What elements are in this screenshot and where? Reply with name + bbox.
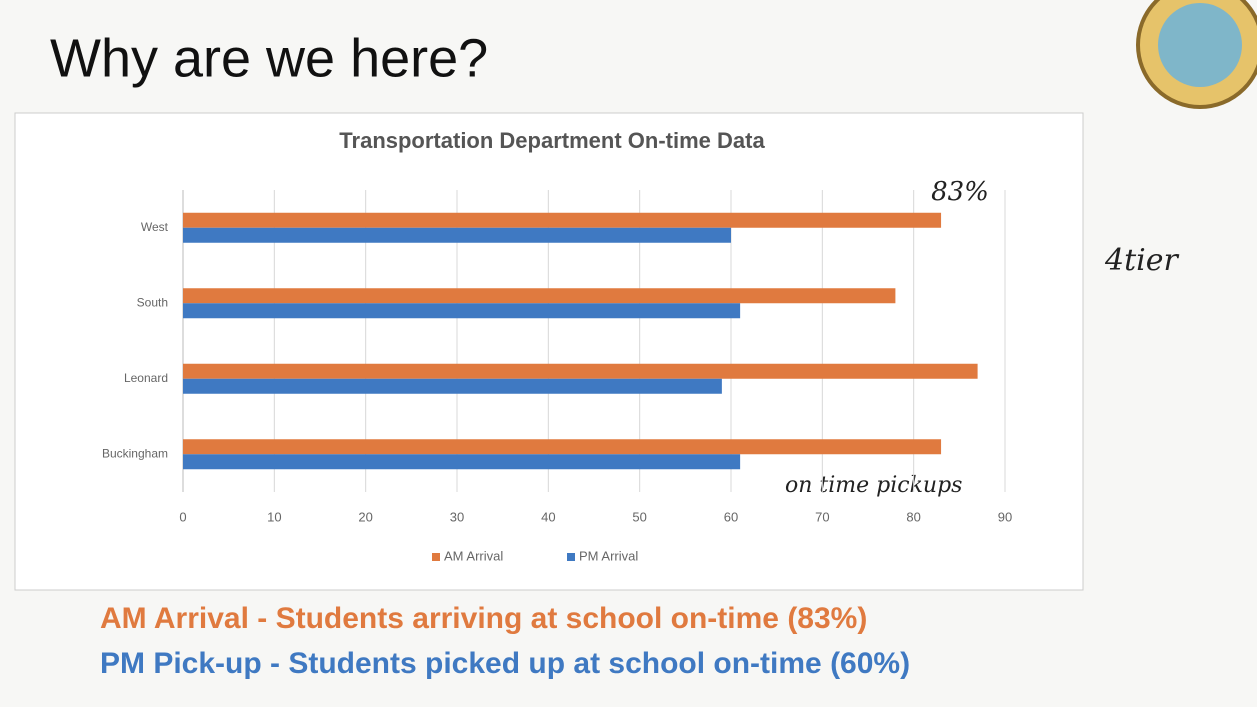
y-tick-label: South (137, 295, 168, 309)
legend-label: PM Arrival (579, 548, 638, 563)
x-tick-label: 80 (906, 509, 920, 524)
slide: Why are we here? Transportation Departme… (0, 0, 1257, 707)
x-tick-label: 30 (450, 509, 464, 524)
x-tick-label: 90 (998, 509, 1012, 524)
bar (183, 364, 978, 379)
note: AM Arrival - Students arriving at school… (100, 602, 867, 635)
y-tick-label: West (141, 220, 169, 234)
x-tick-label: 20 (358, 509, 372, 524)
x-tick-label: 40 (541, 509, 555, 524)
x-tick-label: 0 (179, 509, 186, 524)
x-tick-label: 60 (724, 509, 738, 524)
bar (183, 454, 740, 469)
bar (183, 303, 740, 318)
bar (183, 379, 722, 394)
seal-inner (1158, 3, 1242, 87)
bar (183, 213, 941, 228)
annotation: 4tier (1104, 243, 1179, 278)
annotation: on time pickups (785, 473, 962, 498)
bar (183, 228, 731, 243)
bar (183, 288, 895, 303)
legend-swatch (432, 553, 440, 561)
annotation: 83% (931, 177, 989, 207)
chart-title: Transportation Department On-time Data (339, 128, 765, 153)
legend-label: AM Arrival (444, 548, 503, 563)
y-tick-label: Leonard (124, 371, 168, 385)
x-tick-label: 50 (632, 509, 646, 524)
y-tick-label: Buckingham (102, 446, 168, 460)
x-tick-label: 70 (815, 509, 829, 524)
legend-swatch (567, 553, 575, 561)
note: PM Pick-up - Students picked up at schoo… (100, 647, 910, 680)
bar (183, 439, 941, 454)
slide-title: Why are we here? (50, 28, 488, 88)
x-tick-label: 10 (267, 509, 281, 524)
